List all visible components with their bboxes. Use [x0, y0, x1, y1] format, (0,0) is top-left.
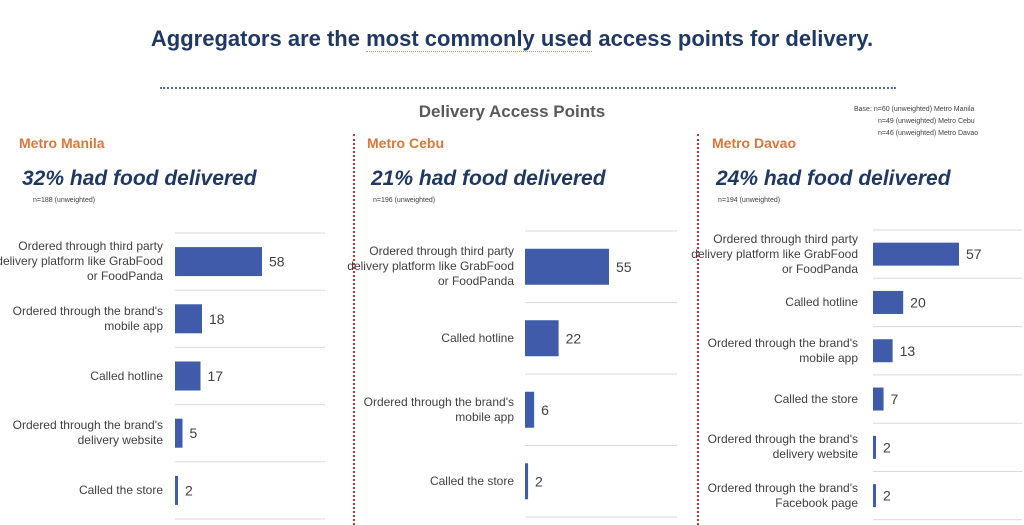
bar [873, 242, 959, 266]
bar [525, 248, 609, 285]
headline: Aggregators are the most commonly used a… [0, 26, 1024, 52]
bar [873, 387, 884, 411]
headline-pre: Aggregators are the [150, 26, 367, 51]
category-label: Called the store [429, 473, 514, 488]
region-title-manila: Metro Manila [19, 135, 105, 151]
delivered-headline-davao: 24% had food delivered [716, 167, 951, 190]
panel-divider [353, 134, 355, 525]
category-label: Ordered through the brand's delivery web… [707, 432, 858, 462]
data-label: 2 [535, 473, 543, 489]
bar [525, 391, 535, 428]
chart-subtitle: Delivery Access Points [418, 102, 606, 121]
region-title-davao: Metro Davao [712, 135, 797, 151]
bar [525, 320, 559, 357]
category-label: Ordered through the brand's mobile app [707, 335, 858, 365]
data-label: 58 [269, 254, 285, 270]
data-label: 6 [541, 402, 549, 418]
data-label: 13 [900, 343, 916, 359]
bar [873, 290, 904, 314]
bar [175, 247, 262, 277]
category-label: Called hotline [785, 294, 858, 309]
bar [525, 463, 529, 500]
base-note-line: Base: n=60 (unweighted) Metro Manila [854, 106, 975, 113]
delivered-headline-manila: 32% had food delivered [22, 167, 257, 190]
bar [175, 475, 178, 505]
sample-note-manila: n=188 (unweighted) [33, 197, 96, 204]
data-label: 18 [209, 311, 225, 327]
base-note-line: n=46 (unweighted) Metro Davao [878, 130, 979, 137]
data-label: 22 [566, 330, 582, 346]
bar [873, 484, 877, 508]
bar [175, 361, 201, 391]
headline-underlined: most commonly used [366, 26, 593, 52]
data-label: 57 [966, 246, 982, 262]
data-label: 5 [190, 425, 198, 441]
bar [873, 339, 893, 363]
category-label: Ordered through the brand's mobile app [12, 303, 163, 333]
bar [175, 304, 202, 334]
base-note: Base: n=60 (unweighted) Metro Manila n=4… [854, 104, 978, 140]
category-label: Ordered through the brand's Facebook pag… [707, 480, 858, 510]
data-label: 17 [208, 368, 224, 384]
sample-note-davao: n=194 (unweighted) [718, 197, 781, 204]
delivered-headline-cebu: 21% had food delivered [371, 167, 606, 190]
data-label: 2 [185, 482, 193, 498]
category-label: Called hotline [90, 368, 163, 383]
category-label: Ordered through third party delivery pla… [347, 244, 514, 289]
category-label: Called hotline [441, 330, 514, 345]
data-label: 20 [910, 294, 926, 310]
panel-divider [697, 134, 699, 525]
category-label: Ordered through third party delivery pla… [691, 231, 858, 276]
category-label: Ordered through the brand's delivery web… [12, 418, 163, 448]
region-title-cebu: Metro Cebu [367, 135, 444, 151]
data-label: 2 [883, 439, 891, 455]
category-label: Ordered through third party delivery pla… [0, 239, 163, 284]
base-note-line: n=49 (unweighted) Metro Cebu [878, 118, 975, 125]
headline-post: access points for delivery. [592, 26, 874, 51]
sample-note-cebu: n=196 (unweighted) [373, 197, 436, 204]
title-rule [160, 87, 896, 89]
category-label: Called the store [773, 391, 858, 406]
data-label: 2 [883, 488, 891, 504]
data-label: 55 [616, 259, 632, 275]
bar [175, 418, 183, 448]
bar [873, 435, 877, 459]
category-label: Called the store [78, 482, 163, 497]
category-label: Ordered through the brand's mobile app [363, 394, 514, 424]
data-label: 7 [891, 391, 899, 407]
